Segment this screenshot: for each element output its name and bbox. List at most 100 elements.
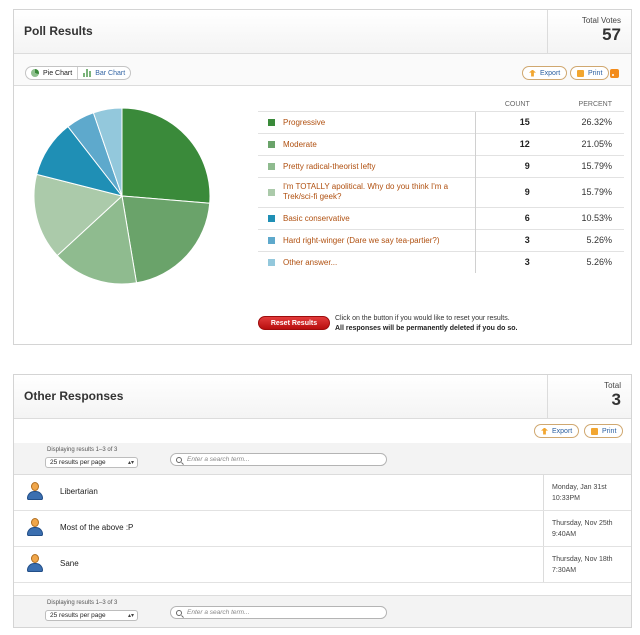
result-row: Progressive 15 26.32% — [258, 110, 624, 133]
print-icon — [591, 427, 598, 435]
result-label[interactable]: Other answer... — [283, 257, 338, 267]
result-label[interactable]: Pretty radical-theorist lefty — [283, 161, 376, 171]
poll-header: Poll Results Total Votes 57 — [14, 10, 631, 54]
result-label-cell: Progressive — [258, 110, 476, 133]
result-row: Basic conservative 6 10.53% — [258, 206, 624, 229]
poll-results-panel: Poll Results Total Votes 57 Pie Chart Ba… — [13, 9, 632, 345]
responses-list: Libertarian Monday, Jan 31st 10:33PM Most o… — [14, 475, 631, 583]
search-icon — [176, 610, 182, 616]
pie-chart-icon — [31, 69, 39, 77]
export-icon — [529, 69, 536, 77]
result-label-cell: Hard right-winger (Dare we say tea-parti… — [258, 228, 476, 251]
result-count: 12 — [475, 132, 542, 155]
result-label[interactable]: I'm TOTALLY apolitical. Why do you think… — [283, 182, 449, 201]
legend-swatch — [268, 162, 275, 170]
displaying-results-text: Displaying results 1–3 of 3 — [47, 447, 118, 453]
pie-slice-0[interactable] — [121, 107, 211, 204]
total-responses-value: 3 — [611, 390, 621, 409]
result-label[interactable]: Moderate — [283, 139, 317, 149]
result-percent: 10.53% — [541, 206, 624, 229]
other-print-label: Print — [602, 427, 617, 435]
legend-swatch — [268, 258, 275, 266]
legend-swatch — [268, 188, 275, 196]
total-votes-label: Total Votes — [581, 16, 621, 25]
result-count: 3 — [475, 228, 542, 251]
result-label-cell: Pretty radical-theorist lefty — [258, 154, 476, 177]
response-date: Monday, Jan 31st 10:33PM — [543, 475, 631, 510]
results-per-page-value-bottom: 25 results per page — [50, 612, 106, 619]
bar-chart-tab[interactable]: Bar Chart — [77, 67, 130, 79]
result-row: Pretty radical-theorist lefty 9 15.79% — [258, 154, 624, 177]
user-avatar-icon — [27, 554, 43, 573]
pie-chart-tab[interactable]: Pie Chart — [26, 67, 77, 79]
result-row: Other answer... 3 5.26% — [258, 250, 624, 273]
results-per-page-select-bottom[interactable]: 25 results per page ▴▾ — [45, 610, 138, 621]
reset-note-line-2: All responses will be permanently delete… — [335, 325, 518, 332]
list-toolbar-top: Displaying results 1–3 of 3 25 results p… — [14, 443, 631, 475]
displaying-results-text-bottom: Displaying results 1–3 of 3 — [47, 600, 118, 606]
result-count: 6 — [475, 206, 542, 229]
print-icon — [577, 69, 584, 77]
chart-toolbar: Pie Chart Bar Chart Export Print — [14, 54, 631, 86]
response-date-time: 7:30AM — [552, 567, 577, 574]
response-row: Sane Thursday, Nov 18th 7:30AM — [14, 547, 631, 583]
legend-swatch — [268, 236, 275, 244]
pie-chart — [33, 107, 211, 285]
response-text: Sane — [60, 559, 79, 568]
search-placeholder-bottom: Enter a search term... — [187, 609, 250, 616]
pie-slice-3[interactable] — [33, 173, 124, 257]
reset-note-line-1: Click on the button if you would like to… — [335, 315, 510, 322]
search-input-bottom[interactable]: Enter a search term... — [170, 606, 387, 619]
result-percent: 5.26% — [541, 228, 624, 251]
other-export-button[interactable]: Export — [534, 424, 580, 438]
result-percent: 5.26% — [541, 250, 624, 273]
result-row: Moderate 12 21.05% — [258, 132, 624, 155]
pie-slice-1[interactable] — [121, 195, 211, 284]
response-row: Most of the above :P Thursday, Nov 25th 9:… — [14, 511, 631, 547]
other-actions: Export Print — [14, 419, 631, 443]
export-label: Export — [540, 69, 561, 77]
result-label[interactable]: Progressive — [283, 117, 326, 127]
pie-slice-2[interactable] — [56, 195, 138, 285]
print-button[interactable]: Print — [570, 66, 610, 80]
result-count: 9 — [475, 176, 542, 207]
legend-swatch — [268, 140, 275, 148]
result-percent: 15.79% — [541, 176, 624, 207]
search-input[interactable]: Enter a search term... — [170, 453, 387, 466]
result-row: Hard right-winger (Dare we say tea-parti… — [258, 228, 624, 251]
user-avatar-icon — [27, 482, 43, 501]
pie-slice-6[interactable] — [92, 107, 123, 197]
pie-chart-tab-label: Pie Chart — [43, 69, 73, 77]
list-toolbar-bottom: Displaying results 1–3 of 3 25 results p… — [14, 595, 631, 627]
select-arrows-icon: ▴▾ — [127, 613, 134, 619]
search-icon — [176, 457, 182, 463]
result-count: 3 — [475, 250, 542, 273]
result-label[interactable]: Basic conservative — [283, 213, 350, 223]
total-responses-label: Total — [604, 381, 621, 390]
bar-chart-icon — [83, 69, 92, 77]
other-print-button[interactable]: Print — [584, 424, 624, 438]
response-date: Thursday, Nov 18th 7:30AM — [543, 547, 631, 582]
response-row: Libertarian Monday, Jan 31st 10:33PM — [14, 475, 631, 511]
export-button[interactable]: Export — [522, 66, 568, 80]
response-date-day: Thursday, Nov 25th — [552, 520, 613, 527]
search-placeholder: Enter a search term... — [187, 456, 250, 463]
result-label-cell: Other answer... — [258, 250, 476, 273]
bar-chart-tab-label: Bar Chart — [95, 69, 126, 77]
result-label-cell: Moderate — [258, 132, 476, 155]
results-table: COUNT PERCENT Progressive 15 26.32% Moderat… — [258, 98, 624, 273]
results-per-page-select[interactable]: 25 results per page ▴▾ — [45, 457, 138, 468]
result-label[interactable]: Hard right-winger (Dare we say tea-parti… — [283, 235, 440, 245]
total-votes-value: 57 — [602, 25, 621, 44]
poll-title: Poll Results — [24, 24, 93, 38]
total-responses-box: Total 3 — [547, 375, 631, 419]
result-percent: 21.05% — [541, 132, 624, 155]
response-date-day: Thursday, Nov 18th — [552, 556, 613, 563]
result-percent: 26.32% — [541, 110, 624, 133]
other-responses-panel: Other Responses Total 3 Export Print Dis… — [13, 374, 632, 628]
legend-swatch — [268, 118, 275, 126]
reset-results-button[interactable]: Reset Results — [258, 316, 330, 330]
select-arrows-icon: ▴▾ — [127, 460, 134, 466]
reset-note: Click on the button if you would like to… — [335, 314, 517, 334]
rss-icon[interactable] — [610, 69, 619, 78]
